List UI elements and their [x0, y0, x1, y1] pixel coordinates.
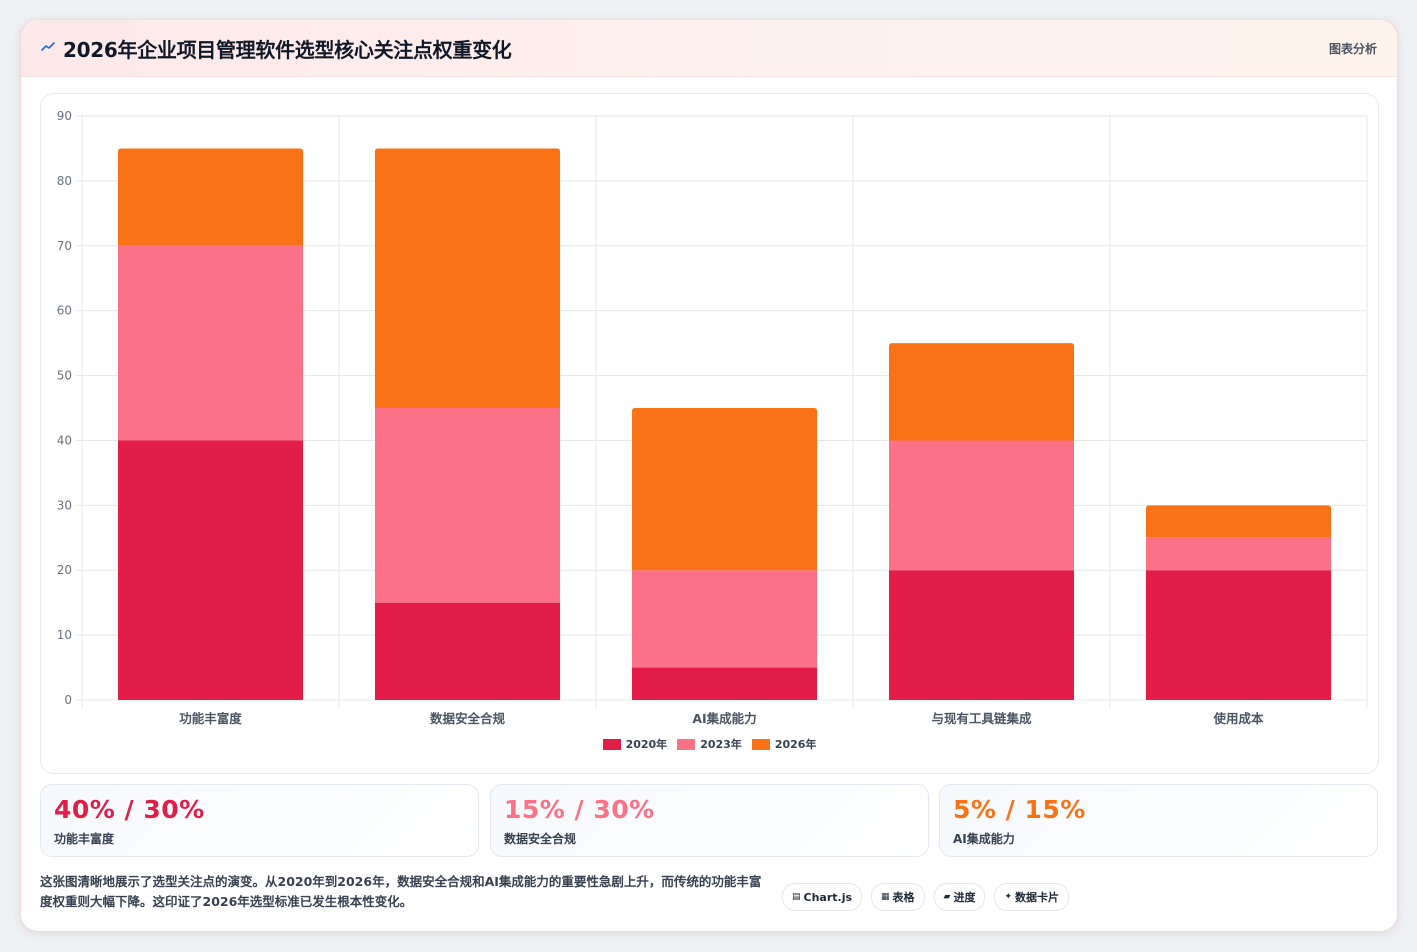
chart-legend: 2020年 2023年 2026年	[41, 736, 1378, 753]
bar-segment	[117, 440, 304, 700]
stat-value: 5% / 15%	[953, 795, 1086, 824]
bar-segment	[1145, 537, 1332, 571]
progress-icon: ▰	[943, 892, 951, 902]
table-icon: ▦	[881, 892, 890, 902]
bar-segment	[374, 602, 561, 700]
stat-card-feature-richness: 40% / 30% 功能丰富度	[40, 784, 479, 857]
chart-icon: ▤	[792, 892, 801, 902]
sparkle-icon: ✦	[1004, 892, 1013, 902]
bar-segment	[374, 148, 561, 408]
chart-card: 2026年企业项目管理软件选型核心关注点权重变化 图表分析 0 10 20 30 40 5…	[20, 19, 1398, 932]
y-tick-label: 90	[57, 109, 72, 123]
stat-value: 40% / 30%	[54, 795, 205, 824]
stat-label: 功能丰富度	[54, 832, 115, 846]
legend-item[interactable]: 2023年	[677, 736, 742, 752]
chart-container: 0 10 20 30 40 50 60 70 80 90 功能丰富度 数据安全合规 AI集成能力 与现有工…	[40, 93, 1379, 774]
chart-description: 这张图清晰地展示了选型关注点的演变。从2020年到2026年，数据安全合规和AI…	[40, 874, 762, 909]
stat-value: 15% / 30%	[504, 795, 655, 824]
card-header: 2026年企业项目管理软件选型核心关注点权重变化 图表分析	[21, 20, 1397, 77]
bar-segment	[1145, 570, 1332, 700]
tag-chartjs[interactable]: ▤ Chart.js	[782, 883, 863, 911]
y-tick-label: 20	[57, 563, 72, 577]
bar-segment	[374, 408, 561, 603]
stat-label: 数据安全合规	[504, 832, 577, 846]
tag-label: 数据卡片	[1015, 891, 1060, 904]
bar-segment	[631, 667, 818, 700]
tag-label: 进度	[953, 891, 976, 904]
y-tick-label: 50	[57, 369, 72, 383]
x-tick-label: 使用成本	[1212, 711, 1264, 726]
bar-segment	[117, 148, 304, 246]
legend-label: 2023年	[700, 738, 742, 751]
bar-segment	[888, 440, 1075, 571]
y-tick-label: 0	[64, 693, 72, 707]
stat-card-data-security: 15% / 30% 数据安全合规	[490, 784, 929, 857]
bar-segment	[888, 570, 1075, 700]
x-tick-label: AI集成能力	[692, 711, 756, 726]
bar-segment	[117, 245, 304, 441]
tag-table[interactable]: ▦ 表格	[871, 883, 925, 911]
legend-item[interactable]: 2020年	[602, 736, 668, 752]
tag-list: ▤ Chart.js ▦ 表格 ▰ 进度 ✦ 数据卡片	[782, 883, 1070, 911]
tag-label: 表格	[892, 891, 915, 904]
bar-segment	[888, 343, 1075, 441]
bar-segment	[631, 570, 818, 668]
y-tick-label: 30	[57, 498, 72, 512]
stat-card-ai-integration: 5% / 15% AI集成能力	[939, 784, 1378, 857]
legend-label: 2020年	[625, 738, 668, 751]
tag-label: Chart.js	[803, 890, 853, 904]
legend-swatch	[677, 738, 696, 750]
y-tick-label: 70	[57, 239, 72, 253]
trend-icon	[41, 42, 55, 51]
y-tick-label: 60	[57, 304, 72, 318]
stat-label: AI集成能力	[953, 832, 1015, 846]
stacked-bar-chart: 0 10 20 30 40 50 60 70 80 90 功能丰富度 数据安全合规 AI集成能力 与现有工…	[57, 109, 1368, 726]
legend-swatch	[751, 738, 770, 750]
bar-segment	[1145, 505, 1332, 538]
tag-progress[interactable]: ▰ 进度	[933, 883, 986, 911]
y-tick-label: 10	[57, 628, 72, 642]
y-tick-label: 40	[57, 433, 72, 447]
y-tick-label: 80	[57, 174, 72, 188]
legend-swatch	[602, 738, 621, 750]
legend-item[interactable]: 2026年	[751, 736, 817, 752]
tag-data-card[interactable]: ✦ 数据卡片	[994, 883, 1070, 911]
bar-segment	[631, 408, 818, 571]
page-title: 2026年企业项目管理软件选型核心关注点权重变化	[63, 38, 512, 62]
x-tick-label: 功能丰富度	[179, 711, 242, 726]
x-tick-label: 与现有工具链集成	[931, 711, 1032, 726]
chart-analysis-link[interactable]: 图表分析	[1328, 42, 1377, 56]
legend-label: 2026年	[774, 738, 817, 751]
x-tick-label: 数据安全合规	[429, 711, 506, 726]
